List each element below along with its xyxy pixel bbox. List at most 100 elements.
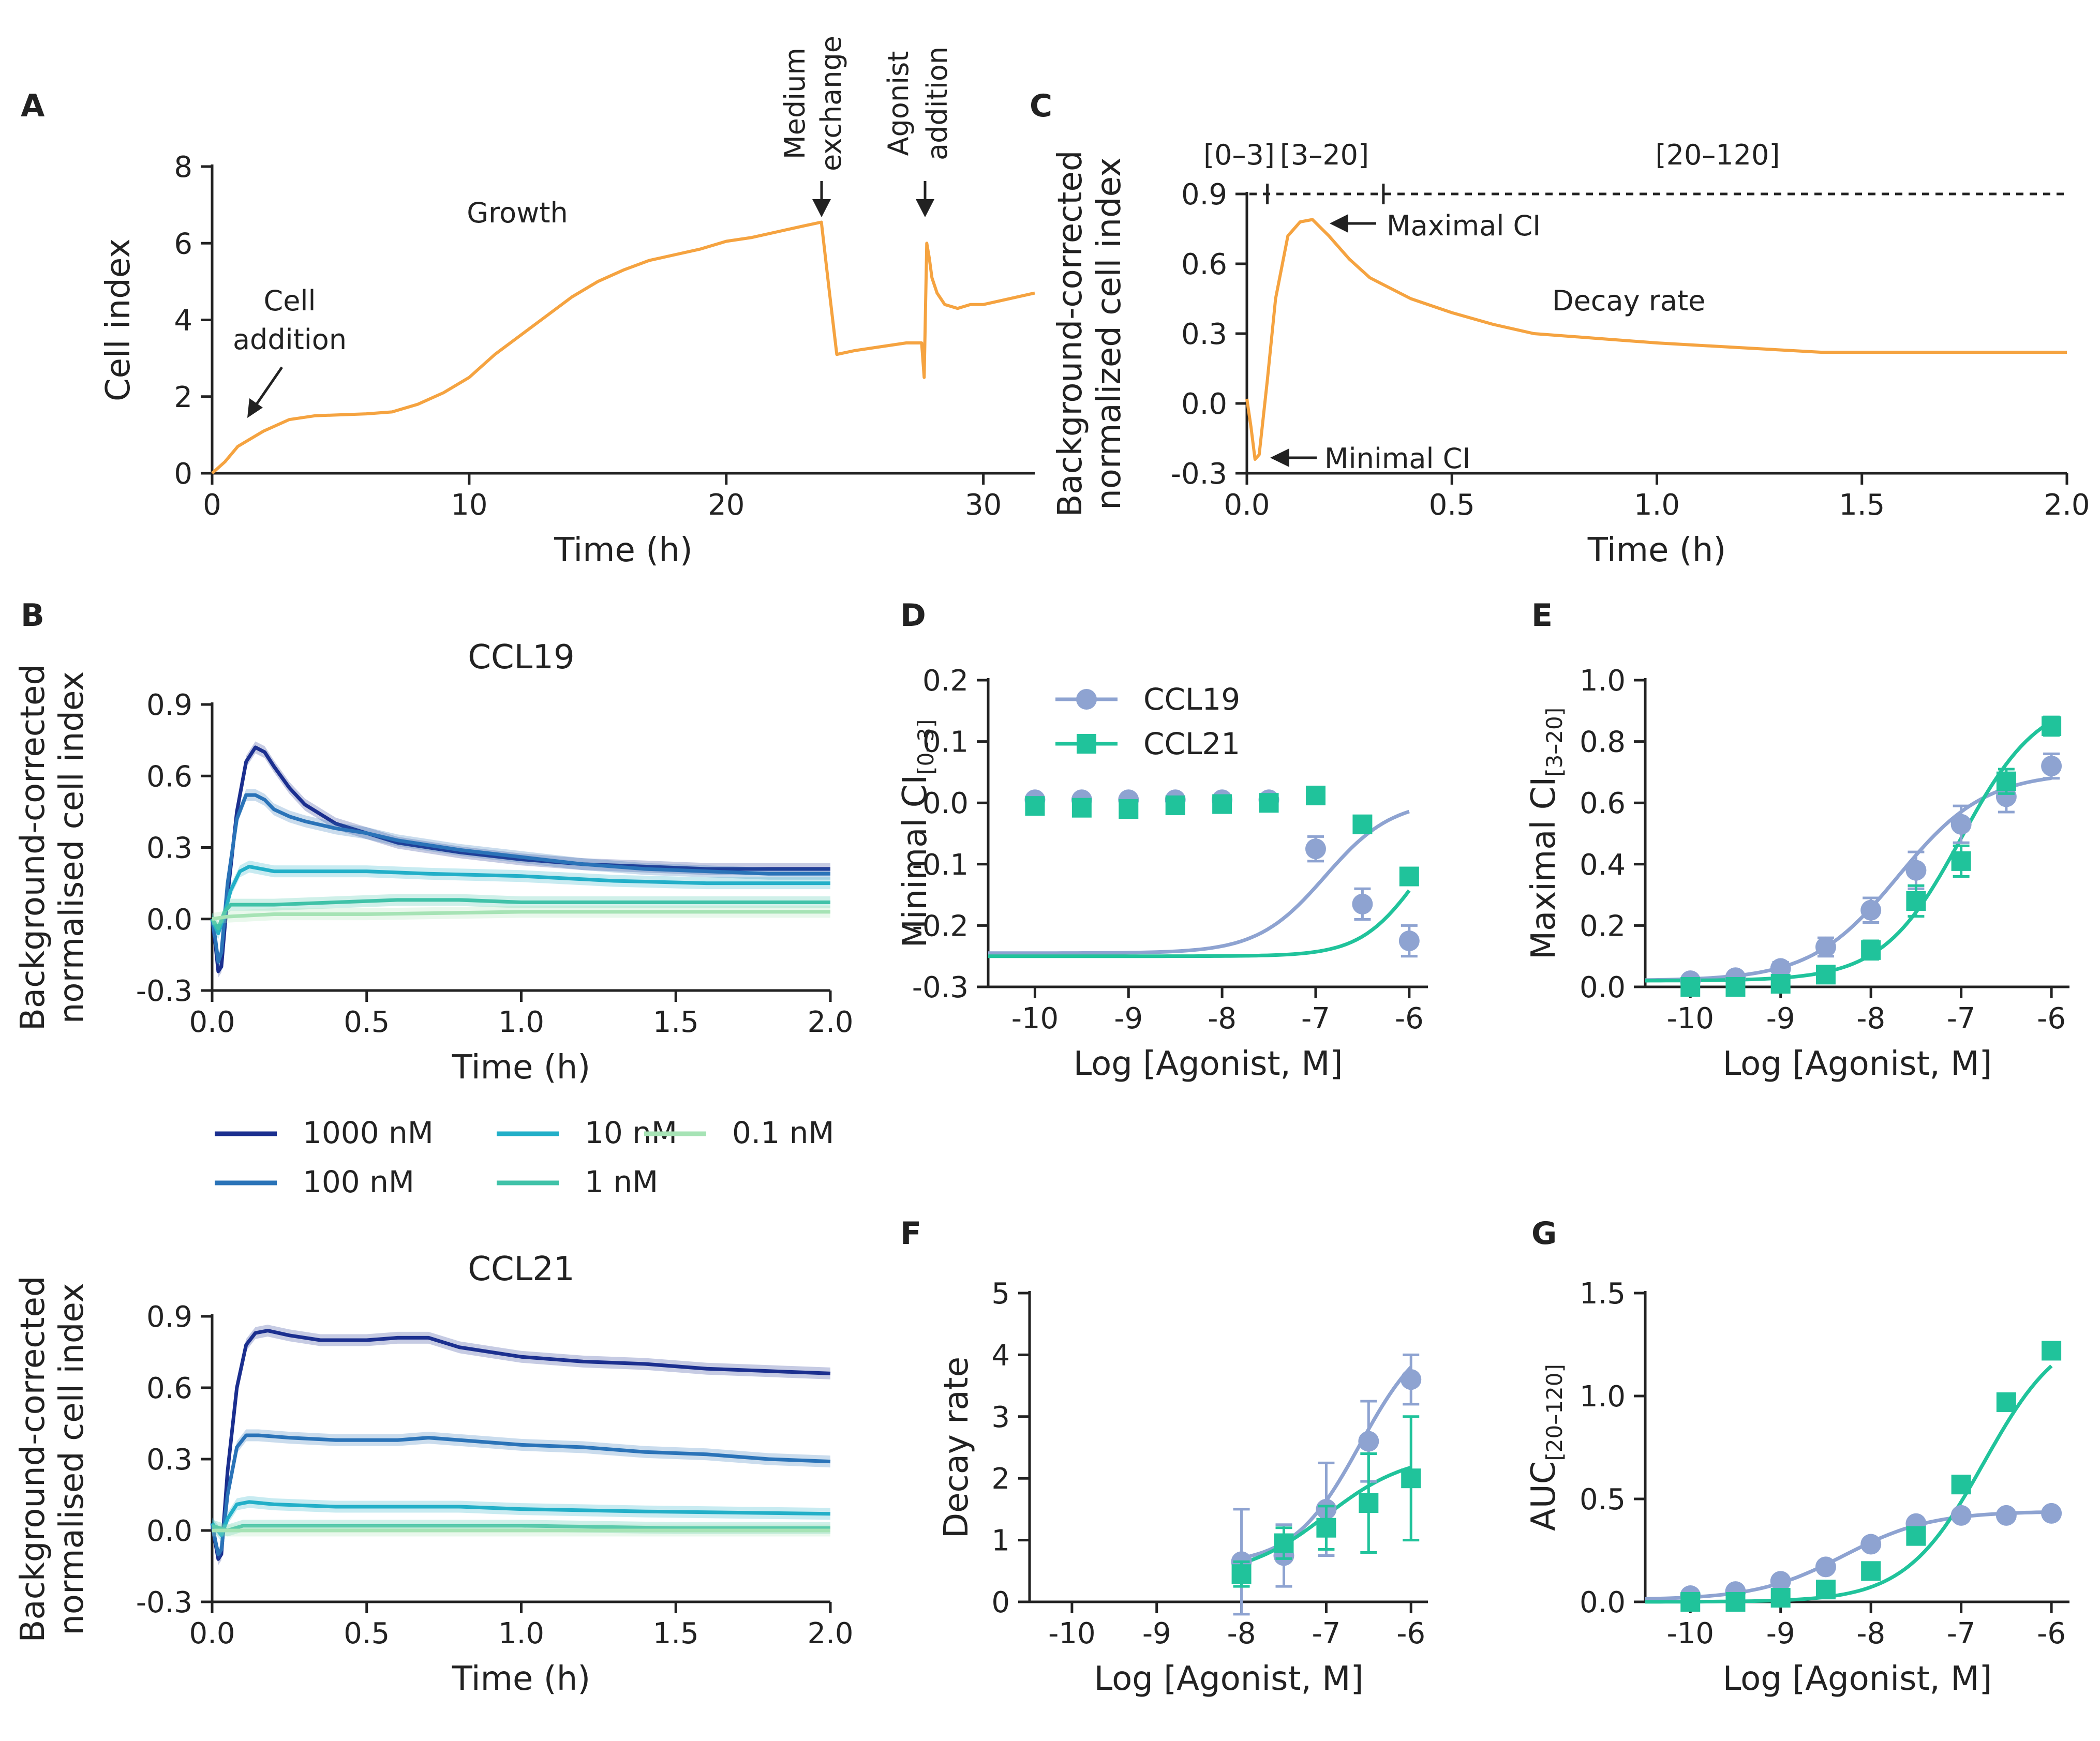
x-tick-label: 0.5 (1429, 488, 1475, 522)
legend-label: CCL21 (1143, 726, 1240, 761)
y-tick-label: 1 (991, 1524, 1010, 1558)
legend-label: 1000 nM (303, 1115, 434, 1150)
y-axis-title: Background-corrected (14, 1276, 52, 1643)
y-axis-title: Background-corrected (14, 664, 52, 1031)
x-tick-label: 1.5 (653, 1617, 699, 1650)
y-tick-label: 0 (174, 457, 192, 491)
data-point-CCL21 (1861, 1561, 1881, 1581)
data-point-CCL21 (1231, 1564, 1252, 1584)
y-tick-label: 0.9 (1181, 178, 1227, 212)
y-tick-label: 5 (991, 1277, 1010, 1311)
annotation-decay-rate: Decay rate (1552, 284, 1705, 317)
legend-label: 100 nM (303, 1164, 414, 1199)
series-line-1nM (211, 898, 830, 930)
y-tick-label: 0.8 (1580, 726, 1626, 759)
y-tick-label: -0.3 (136, 974, 192, 1008)
x-axis-title: Time (h) (452, 1660, 590, 1698)
panel-letter-A: A (21, 88, 45, 124)
data-point-CCL19 (1860, 899, 1882, 921)
data-point-CCL21 (1165, 795, 1185, 815)
x-axis-title: Log [Agonist, M] (1094, 1660, 1364, 1698)
y-tick-label: -0.3 (136, 1586, 192, 1619)
y-tick-label: 0.6 (1181, 248, 1227, 281)
x-tick-label: -7 (1312, 1617, 1341, 1650)
y-tick-label: 2 (991, 1462, 1010, 1496)
data-point-CCL21 (1861, 940, 1881, 960)
bracket-label: [3–20] (1280, 139, 1369, 171)
annotation-arrow (252, 366, 284, 410)
y-tick-label: 0.0 (1580, 1586, 1626, 1619)
x-axis-title: Log [Agonist, M] (1074, 1045, 1343, 1083)
y-tick-label: 1.5 (1580, 1277, 1626, 1311)
data-point-CCL21 (1951, 851, 1971, 871)
y-tick-label: 0.0 (922, 787, 969, 820)
x-axis-title: Time (h) (554, 531, 692, 569)
x-tick-label: -7 (1947, 1002, 1976, 1035)
x-tick-label: -9 (1766, 1002, 1795, 1035)
fit-curve-CCL21 (1645, 1364, 2053, 1604)
y-tick-label: 0.9 (146, 1300, 192, 1334)
data-point-CCL19 (1950, 1505, 1972, 1526)
y-tick-label: 0.2 (922, 664, 969, 698)
y-tick-label: 0.6 (146, 760, 192, 793)
fit-curve-CCL21 (988, 889, 1411, 958)
annotation-growth: Growth (467, 197, 568, 229)
series-line-cell-index (211, 220, 1035, 475)
y-tick-label: 0.0 (1580, 971, 1626, 1004)
data-point-CCL21 (1680, 1592, 1701, 1612)
x-tick-label: 1.0 (1634, 488, 1680, 522)
panel-letter-G: G (1531, 1215, 1557, 1252)
legend-marker (1077, 734, 1096, 754)
data-point-CCL19 (1815, 1556, 1836, 1578)
x-tick-label: -10 (1666, 1002, 1714, 1035)
y-tick-label: 0.1 (922, 726, 969, 759)
axes-D: -10 -9 -8 -7 -6 -0.3 -0.2 -0.1 0.0 0.1 0.2 Log [Ago… (896, 664, 1428, 1083)
data-point-CCL21 (1274, 1533, 1294, 1553)
x-tick-label: -6 (1396, 1617, 1425, 1650)
chart-title: CCL21 (468, 1250, 574, 1288)
data-point-CCL19 (1860, 1534, 1882, 1555)
x-tick-label: 0.0 (1224, 488, 1270, 522)
x-axis-title: Time (h) (452, 1048, 590, 1087)
bracket-label: [20–120] (1656, 139, 1780, 171)
y-axis-title: Cell index (99, 238, 138, 401)
y-tick-label: 0.0 (1181, 387, 1227, 421)
y-tick-label: 0.5 (1580, 1483, 1626, 1517)
annotation-arrowhead (916, 199, 934, 217)
y-axis-subscript: [0–3] (913, 719, 939, 775)
data-point-CCL21 (1996, 1392, 2016, 1412)
data-point-CCL19 (2041, 756, 2062, 777)
y-axis-subscript: [3–20] (1542, 708, 1567, 777)
y-tick-label: 4 (991, 1339, 1010, 1372)
x-axis-title: Log [Agonist, M] (1723, 1660, 1992, 1698)
annotation-agonist-addition: Agonist (882, 51, 915, 156)
fit-curve-CCL19 (1645, 1510, 2052, 1601)
y-tick-label: -0.3 (1171, 457, 1227, 491)
data-point-CCL21 (1119, 799, 1139, 819)
y-tick-label: 0.0 (146, 1514, 192, 1548)
x-axis-title: Time (h) (1587, 531, 1726, 569)
axes-F: -10 -9 -8 -7 -6 0 1 2 3 4 5 Log [Agonist, M] Decay r… (937, 1277, 1428, 1698)
data-point-CCL21 (1815, 965, 1836, 985)
fit-curve-CCL21 (1645, 719, 2052, 983)
series-band-10nM (212, 860, 830, 939)
panel-letter-B: B (21, 597, 44, 634)
axes-E: -10 -9 -8 -7 -6 0.0 0.2 0.4 0.6 0.8 1.0 Log [Agonis… (1525, 664, 2069, 1083)
x-tick-label: 1.5 (1839, 488, 1885, 522)
y-tick-label: 2 (174, 381, 192, 414)
x-tick-label: 0 (203, 488, 221, 522)
y-tick-label: 0 (991, 1586, 1010, 1619)
x-tick-label: 0.0 (189, 1617, 235, 1650)
data-point-CCL21 (1996, 771, 2016, 791)
data-point-CCL21 (1725, 1592, 1746, 1612)
annotation-arrowhead (1270, 448, 1289, 467)
data-point-CCL21 (2042, 1341, 2062, 1361)
legend-label: 1 nM (585, 1164, 658, 1199)
data-point-CCL19 (1352, 893, 1373, 914)
y-tick-label: 0.3 (1181, 318, 1227, 351)
annotation-arrowhead (247, 398, 263, 418)
y-tick-label: 1.0 (1580, 1380, 1626, 1414)
x-tick-label: 1.5 (653, 1005, 699, 1039)
x-tick-label: -10 (1048, 1617, 1095, 1650)
